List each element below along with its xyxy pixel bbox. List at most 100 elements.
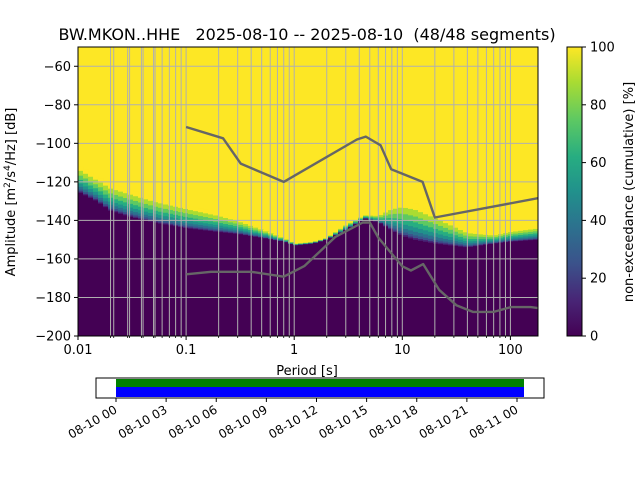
heatmap-cell (368, 215, 374, 218)
heatmap-cell (268, 239, 274, 336)
heatmap-cell (303, 244, 309, 336)
heatmap-cell (468, 233, 474, 237)
heatmap-cell (98, 194, 104, 199)
heatmap-cell (238, 231, 244, 234)
heatmap-cell (338, 227, 344, 230)
heatmap-cell (378, 221, 384, 223)
heatmap-cell (128, 213, 134, 216)
heatmap-cell (403, 207, 409, 215)
heatmap-cell (378, 222, 384, 224)
heatmap-cell (468, 243, 474, 246)
heatmap-cell (478, 245, 484, 336)
heatmap-cell (463, 247, 469, 336)
heatmap-cell (458, 242, 464, 245)
heatmap-cell (128, 207, 134, 212)
heatmap-cell (483, 240, 489, 243)
heatmap-cell (133, 214, 139, 218)
heatmap-cell (238, 224, 244, 228)
heatmap-cell (218, 213, 224, 218)
heatmap-cell (78, 166, 84, 172)
heatmap-cell (518, 228, 524, 232)
heatmap-cell (513, 231, 519, 235)
heatmap-cell (233, 230, 239, 233)
heatmap-cell (203, 213, 209, 218)
heatmap-cell (153, 210, 159, 215)
heatmap-cell (408, 202, 414, 210)
heatmap-cell (168, 224, 174, 226)
heatmap-cell (488, 241, 494, 244)
heatmap-cell (243, 230, 249, 233)
timeline-tick-label: 08-10 21 (417, 402, 471, 441)
heatmap-cell (368, 214, 374, 217)
heatmap-cell (263, 235, 269, 238)
y-tick-label: −80 (44, 98, 71, 113)
heatmap-cell (193, 224, 199, 228)
heatmap-cell (273, 238, 279, 240)
heatmap-cell (458, 230, 464, 235)
y-tick-label: −100 (35, 137, 71, 152)
heatmap-cell (88, 189, 94, 193)
y-tick-label: −180 (35, 291, 71, 306)
heatmap-cell (168, 222, 174, 225)
colorbar-label: non-exceedance (cumulative) [%] (622, 82, 637, 302)
heatmap-cell (118, 213, 124, 336)
heatmap-cell (158, 220, 164, 223)
heatmap-cell (168, 205, 174, 211)
heatmap-cell (413, 216, 419, 223)
heatmap-cell (453, 231, 459, 236)
y-tick-label: −140 (35, 214, 71, 229)
heatmap-cell (123, 215, 129, 336)
heatmap-cell (453, 241, 459, 244)
timeline-tick-label: 08-10 09 (216, 402, 270, 441)
heatmap-cell (293, 245, 299, 336)
colorbar-ticks: 0 20 40 60 80 100 (582, 41, 615, 345)
heatmap-cell (498, 242, 504, 244)
heatmap-cell (418, 228, 424, 234)
heatmap-cell (453, 235, 459, 239)
heatmap-cell (423, 208, 429, 215)
heatmap-cell (103, 185, 109, 191)
heatmap-cell (123, 206, 129, 210)
heatmap-cell (228, 232, 234, 234)
heatmap-cell (98, 200, 104, 203)
heatmap-cell (78, 189, 84, 192)
heatmap-cell (463, 238, 469, 242)
heatmap-cell (213, 231, 219, 336)
heatmap-cell (363, 215, 369, 217)
heatmap-cell (123, 188, 129, 194)
heatmap-cell (433, 242, 439, 245)
heatmap-cell (243, 232, 249, 235)
heatmap-cell (133, 217, 139, 336)
heatmap-cell (128, 199, 134, 205)
heatmap-cell (128, 216, 134, 336)
heatmap-cell (473, 242, 479, 245)
heatmap-cell (408, 238, 414, 336)
heatmap-cell (228, 231, 234, 233)
heatmap-cell (118, 210, 124, 213)
heatmap-cell (98, 182, 104, 188)
heatmap-cell (393, 230, 399, 233)
x-axis: 0.01 0.1 1 10 100 (64, 336, 523, 358)
heatmap-cell (393, 203, 399, 210)
heatmap-cell (403, 236, 409, 336)
heatmap-cell (233, 231, 239, 234)
x-tick-label: 10 (394, 343, 411, 358)
heatmap-cell (473, 236, 479, 240)
heatmap-cell (158, 218, 164, 222)
heatmap-cell (153, 222, 159, 336)
heatmap-cell (253, 229, 259, 232)
heatmap-cell (378, 213, 384, 216)
heatmap-cell (203, 227, 209, 230)
heatmap-cell (213, 229, 219, 232)
heatmap-cell (83, 186, 89, 191)
heatmap-cell (428, 238, 434, 242)
heatmap-cell (88, 176, 94, 182)
plot-area (78, 47, 538, 336)
heatmap-cell (233, 226, 239, 229)
heatmap-cell (88, 197, 94, 336)
heatmap-cell (138, 216, 144, 219)
heatmap-cell (498, 236, 504, 239)
colorbar-tick-label: 20 (590, 272, 607, 287)
heatmap-cell (533, 238, 538, 240)
heatmap-cell (323, 240, 329, 336)
